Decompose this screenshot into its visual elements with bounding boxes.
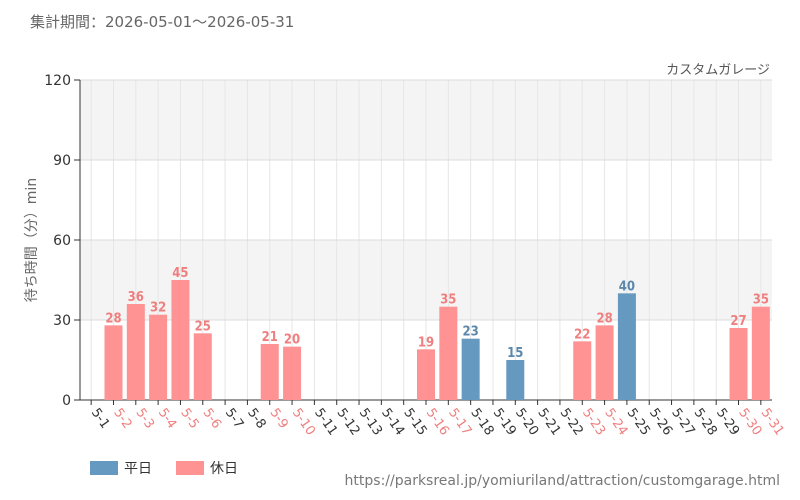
x-tick-label: 5-29 [713,406,742,439]
bar-value-label: 15 [507,346,523,361]
x-tick-label: 5-20 [512,406,541,439]
bar-5-16 [417,349,435,400]
legend: 平日 休日 [90,458,238,478]
legend-swatch-holiday [176,461,204,475]
legend-label-weekday: 平日 [124,461,152,477]
bar-value-label: 45 [172,266,188,281]
x-tick-label: 5-12 [333,406,362,439]
bar-value-label: 21 [262,330,278,345]
bar-value-label: 32 [150,301,166,316]
bar-5-6 [193,333,212,400]
x-tick-label: 5-25 [624,406,653,439]
x-tick-label: 5-17 [445,406,474,439]
collection-period: 集計期間：2026-05-01～2026-05-31 [30,13,295,31]
y-tick-label: 120 [44,73,71,89]
x-tick-label: 5-18 [467,406,496,439]
legend-item-holiday[interactable]: 休日 [176,458,238,478]
x-tick-label: 5-2 [110,406,134,432]
x-tick-label: 5-7 [222,406,246,432]
x-tick-label: 5-14 [378,406,407,439]
source-url[interactable]: https://parksreal.jp/yomiuriland/attract… [344,473,780,489]
bar-value-label: 35 [440,293,456,308]
x-tick-label: 5-9 [266,406,290,432]
x-tick-label: 5-26 [646,406,675,439]
x-tick-label: 5-4 [155,406,179,432]
bar-value-label: 28 [596,311,612,326]
x-tick-label: 5-23 [579,406,608,439]
x-tick-label: 5-13 [356,406,385,439]
bar-5-18 [461,338,480,400]
bar-value-label: 36 [128,290,144,305]
bar-value-label: 22 [574,327,590,342]
bar-value-label: 25 [195,319,211,334]
bar-5-9 [260,344,279,400]
bar-value-label: 28 [105,311,121,326]
bar-5-24 [595,325,614,400]
y-tick-label: 0 [62,393,71,409]
bar-5-10 [283,346,302,400]
bar-value-label: 40 [619,279,635,294]
legend-item-weekday[interactable]: 平日 [90,458,152,478]
x-tick-label: 5-24 [601,406,630,439]
x-tick-label: 5-27 [668,406,697,439]
x-tick-label: 5-28 [691,406,720,439]
y-tick-label: 90 [53,153,71,169]
bar-value-label: 27 [730,314,746,329]
x-tick-label: 5-6 [199,406,223,432]
bar-5-3 [126,304,145,400]
x-tick-label: 5-3 [133,406,157,432]
x-tick-label: 5-30 [735,406,764,439]
bar-5-31 [751,306,770,400]
bar-5-30 [729,328,748,400]
x-tick-label: 5-1 [88,406,112,432]
bar-value-label: 19 [418,335,434,350]
bar-value-label: 35 [753,293,769,308]
bar-5-2 [104,325,123,400]
bar-5-17 [439,306,458,400]
x-tick-label: 5-31 [758,406,787,439]
x-tick-label: 5-11 [311,406,340,439]
bar-5-4 [149,314,168,400]
x-tick-label: 5-16 [423,406,452,439]
x-tick-label: 5-8 [244,406,268,432]
x-tick-label: 5-10 [289,406,318,439]
legend-label-holiday: 休日 [210,461,238,477]
x-tick-label: 5-22 [557,406,586,439]
bar-value-label: 23 [463,325,479,340]
x-tick-label: 5-15 [400,406,429,439]
bar-5-23 [573,341,592,400]
x-tick-label: 5-19 [490,406,519,439]
legend-swatch-weekday [90,461,118,475]
y-tick-label: 30 [53,313,71,329]
x-tick-label: 5-21 [534,406,563,439]
bar-5-25 [617,293,636,400]
x-tick-label: 5-5 [177,406,201,432]
bar-value-label: 20 [284,333,300,348]
y-tick-label: 60 [53,233,71,249]
attraction-name: カスタムガレージ [666,63,770,78]
bar-5-20 [506,360,525,400]
bar-5-5 [171,280,190,400]
